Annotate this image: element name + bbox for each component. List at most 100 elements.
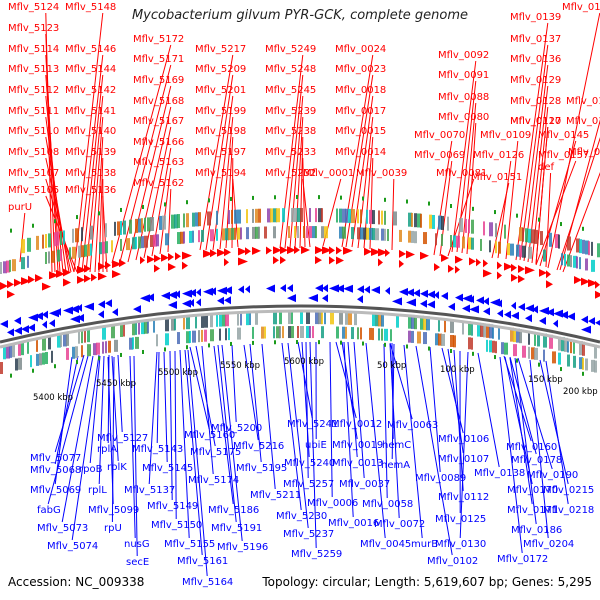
feature-block (18, 357, 22, 370)
tick-mark (76, 360, 78, 365)
feature-block (408, 330, 411, 343)
feature-block (216, 210, 218, 225)
bottom-gene-leader (213, 345, 234, 505)
tick-mark (450, 349, 452, 353)
feature-block (441, 215, 444, 230)
feature-block (165, 317, 169, 332)
top-gene-label: Mflv_5146 (65, 44, 116, 55)
feature-block (411, 230, 414, 243)
top-gene-leader (391, 178, 395, 251)
bottom-gene-label: Mflv_0160 (506, 442, 557, 453)
bottom-gene-leader (309, 341, 317, 549)
feature-block (312, 326, 314, 339)
bottom-gene-leader (453, 349, 464, 492)
feature-block (309, 326, 311, 339)
feature-block (258, 226, 260, 239)
top-gene-label: Mflv_0092 (438, 50, 489, 61)
bottom-gene-label: Mflv_0125 (435, 514, 486, 525)
feature-block (246, 311, 249, 326)
top-gene-leader (547, 12, 600, 269)
reverse-gene-arrow (28, 323, 35, 332)
feature-block (105, 223, 107, 238)
tick-mark (516, 213, 518, 218)
feature-block (441, 233, 443, 246)
feature-block (60, 333, 62, 348)
reverse-gene-arrow (462, 294, 472, 303)
top-gene-label: Mflv_5140 (65, 126, 116, 137)
feature-block (174, 316, 176, 331)
feature-block (408, 212, 412, 227)
tick-mark (208, 198, 210, 203)
forward-gene-arrow (224, 258, 229, 267)
bottom-gene-label: Mflv_5074 (47, 541, 98, 552)
feature-block (69, 247, 71, 260)
forward-gene-arrow (595, 290, 600, 299)
forward-gene-arrow (112, 260, 122, 269)
top-gene-label: Mflv_5166 (133, 137, 184, 148)
feature-block (414, 213, 417, 228)
feature-block (0, 362, 3, 374)
top-gene-label: Mflv_5232 (265, 168, 316, 179)
feature-block (114, 221, 116, 236)
bottom-gene-leader (509, 356, 537, 455)
reverse-gene-arrow (70, 315, 80, 324)
forward-gene-arrow (336, 246, 342, 255)
reverse-gene-arrow (497, 309, 503, 318)
feature-block (579, 239, 582, 254)
feature-block (6, 344, 10, 359)
feature-block (381, 228, 384, 241)
feature-block (237, 209, 241, 224)
feature-block (135, 320, 137, 335)
feature-block (237, 311, 239, 326)
bottom-gene-leader (189, 346, 210, 430)
tick-mark (164, 347, 166, 352)
tick-mark (164, 202, 166, 207)
feature-block (264, 326, 266, 339)
feature-block (255, 208, 258, 223)
feature-block (36, 235, 39, 250)
reverse-gene-arrow (455, 293, 463, 302)
kbp-scale-label: 100 kbp (440, 365, 475, 375)
feature-block (141, 320, 145, 335)
reverse-gene-arrow (553, 319, 558, 328)
feature-block (384, 228, 386, 241)
feature-block (237, 227, 241, 240)
feature-block (336, 208, 338, 223)
top-gene-label: Mflv_0017 (335, 106, 386, 117)
reverse-gene-arrow (427, 290, 435, 299)
feature-block (165, 333, 169, 346)
forward-gene-arrow (273, 246, 282, 255)
feature-block (375, 312, 379, 327)
feature-block (66, 347, 69, 360)
reverse-gene-arrow (469, 295, 474, 304)
bottom-gene-leader (529, 359, 549, 539)
feature-block (501, 342, 504, 355)
feature-block (291, 310, 293, 325)
reverse-gene-arrow (595, 319, 600, 326)
tick-mark (406, 344, 408, 349)
feature-block (258, 208, 261, 223)
top-gene-label: Mflv_5239 (265, 106, 316, 117)
reverse-gene-arrow (357, 295, 363, 304)
bottom-gene-label: Mflv_5161 (177, 556, 228, 567)
top-gene-label: Mflv_0126 (473, 150, 524, 161)
forward-gene-arrow (574, 276, 582, 285)
reverse-gene-arrow (238, 285, 244, 294)
bottom-gene-leader (195, 345, 216, 447)
feature-block (60, 231, 62, 246)
reverse-gene-arrow (280, 284, 286, 293)
bottom-gene-leader (545, 360, 569, 505)
bottom-gene-leader (403, 344, 423, 539)
top-gene-leader (102, 195, 108, 273)
top-gene-label: Mflv_0164 (562, 2, 600, 13)
bottom-gene-leader (383, 343, 388, 499)
tick-mark (384, 342, 386, 347)
forward-gene-arrow (56, 269, 65, 278)
reverse-gene-arrow (49, 309, 59, 318)
forward-gene-arrow (35, 274, 43, 283)
bottom-gene-label: Mflv_5191 (211, 523, 262, 534)
feature-block (318, 310, 322, 325)
feature-block (357, 227, 361, 240)
feature-block (306, 326, 310, 339)
